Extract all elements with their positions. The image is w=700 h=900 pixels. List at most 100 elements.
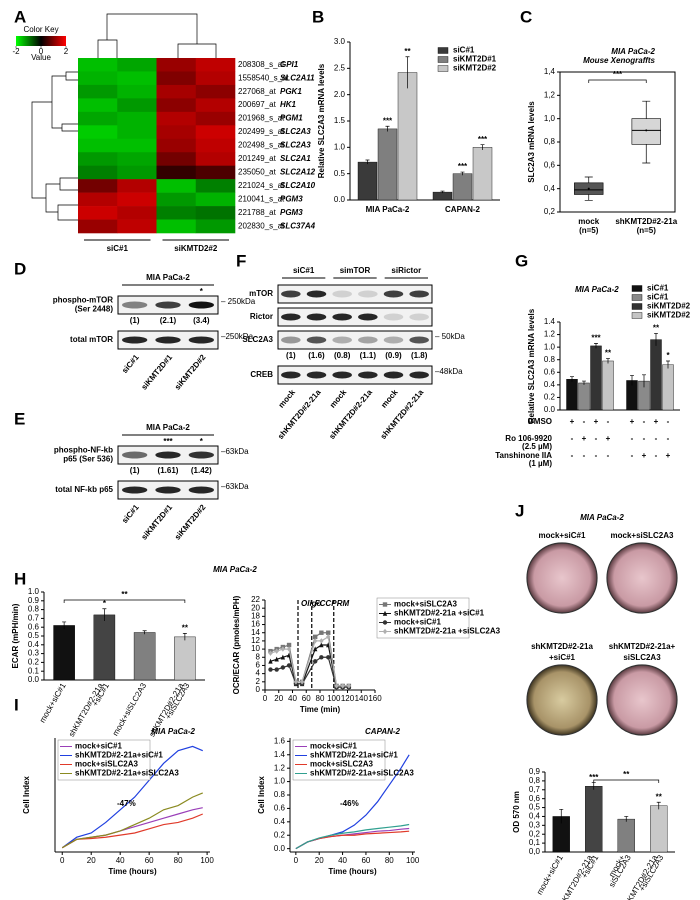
quantification: (0.9) <box>385 351 402 360</box>
treatment-sign: - <box>595 434 598 443</box>
blot-group: siC#1 <box>293 266 315 275</box>
legend-swatch <box>631 294 643 301</box>
bar <box>578 382 590 411</box>
size-marker: –63kDa <box>221 447 249 456</box>
x-tick-label: 20 <box>87 856 96 865</box>
heatmap-cell <box>78 58 118 72</box>
heatmap-cell <box>78 152 118 166</box>
band <box>122 336 148 344</box>
panel-letter: I <box>14 695 19 714</box>
lane-label: siKMT2D#1 <box>140 502 175 541</box>
significance: *** <box>458 162 468 171</box>
legend-label: siC#1 <box>647 293 669 302</box>
y-tick-label: 10 <box>251 644 260 653</box>
dish <box>606 664 678 736</box>
band <box>122 486 148 494</box>
treatment-sign: + <box>582 434 587 443</box>
significance: ** <box>653 323 660 332</box>
treatment-sign: - <box>643 434 646 443</box>
legend-box <box>376 597 470 639</box>
x-tick-label: 120 <box>341 694 355 703</box>
band <box>383 313 404 321</box>
band <box>383 336 404 344</box>
y-tick-label: 1.4 <box>274 750 286 759</box>
bar <box>662 364 674 411</box>
colorkey <box>16 36 66 46</box>
frame <box>559 71 676 213</box>
heatmap-cell <box>156 179 197 193</box>
treatment-sign: + <box>594 417 599 426</box>
probe-label: 202830_s_at <box>238 221 285 230</box>
legend-label: mock+siC#1 <box>75 742 122 751</box>
band <box>188 301 214 309</box>
chart-title: CAPAN-2 <box>365 727 401 736</box>
y-tick-label: 0,8 <box>544 137 556 146</box>
significance: ** <box>404 47 411 56</box>
heatmap-cell <box>195 58 236 72</box>
significance: *** <box>478 135 488 144</box>
point <box>319 655 324 660</box>
point <box>299 679 305 685</box>
panel-letter: B <box>312 7 324 26</box>
lane-label: mock <box>379 387 400 409</box>
y-tick-label: 20 <box>251 603 260 612</box>
error-bar <box>62 621 67 629</box>
quantification: (1.42) <box>191 466 212 475</box>
lane-label: siKMT2D#2 <box>173 352 208 391</box>
injection-label: FCCP <box>315 599 337 608</box>
treatment-label: Tanshinone IIA <box>495 451 552 460</box>
legend-label: siKMT2D#2 <box>647 311 691 320</box>
x-tick-label: mock+siSLC2A3 <box>111 681 149 737</box>
group-label: siKMTD2#2 <box>174 244 218 253</box>
quantification: (1.8) <box>411 351 428 360</box>
error-bar <box>642 374 646 388</box>
x-tick-label: mock+siC#1 <box>535 853 565 896</box>
significance: ** <box>121 590 128 599</box>
band <box>306 371 327 379</box>
treatment-sign: - <box>607 451 610 460</box>
y-tick-label: 0.7 <box>28 614 40 623</box>
annotation: -47% <box>117 799 136 808</box>
treatment-sign: - <box>583 417 586 426</box>
n-label: (n=5) <box>579 226 599 235</box>
heatmap-cell <box>78 192 118 207</box>
heatmap-cell <box>195 111 236 126</box>
band <box>332 371 352 379</box>
panel-letter: D <box>14 259 26 278</box>
y-axis-label: Cell Index <box>22 776 31 814</box>
y-tick-label: 0,6 <box>544 160 556 169</box>
treatment-sign: + <box>570 417 575 426</box>
x-tick-label: mock+siC#1 <box>38 681 68 724</box>
point <box>340 683 345 689</box>
legend-label: mock+siC#1 <box>310 742 357 751</box>
bar <box>452 173 473 201</box>
heatmap-cell <box>78 125 118 140</box>
heatmap-cell <box>156 125 197 140</box>
y-tick-label: 0.9 <box>28 596 40 605</box>
y-tick-label: 0.2 <box>274 830 286 839</box>
colorkey-tick-label: 2 <box>64 47 69 56</box>
quantification: (1) <box>130 316 140 325</box>
y-tick-label: 0.6 <box>544 367 556 376</box>
gene-label: PGM3 <box>280 208 303 217</box>
panel-letter: F <box>236 251 246 270</box>
bar <box>133 632 156 681</box>
point <box>268 650 273 656</box>
y-tick-label: 8 <box>256 652 261 661</box>
y-axis-label: Relative SLC2A3 mRNA levels <box>527 308 536 423</box>
significance: *** <box>383 116 393 125</box>
bar <box>585 786 603 853</box>
heatmap-cell <box>156 98 197 113</box>
heatmap-cell <box>117 179 157 193</box>
treatment-sign: - <box>655 451 658 460</box>
band <box>332 313 352 321</box>
colorkey-tick-label: -2 <box>12 47 20 56</box>
blot-title: MIA PaCa-2 <box>146 273 190 282</box>
size-marker: –63kDa <box>221 482 249 491</box>
heatmap-cell <box>195 125 236 140</box>
error-bar <box>582 380 586 385</box>
series-line <box>295 823 410 850</box>
y-tick-label: 0,4 <box>544 184 556 193</box>
point <box>280 654 286 660</box>
y-axis-label: SLC2A3 mRNA levels <box>527 101 536 183</box>
